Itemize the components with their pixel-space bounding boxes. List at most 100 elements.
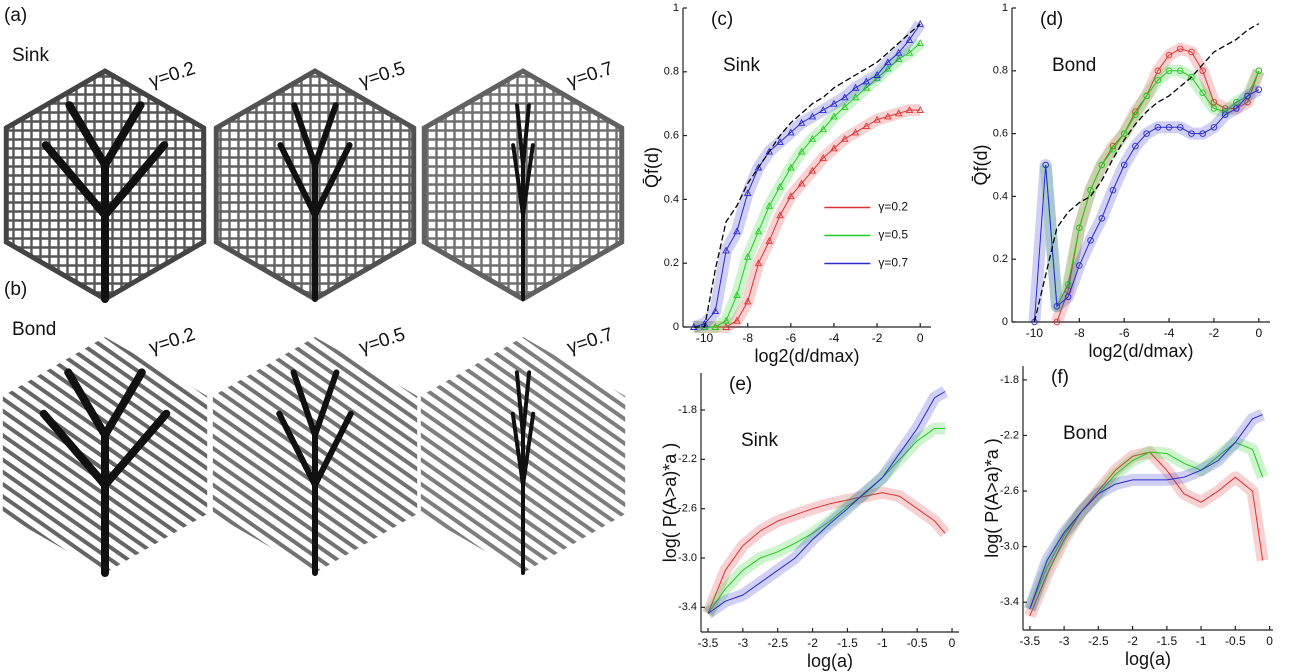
- marker: [819, 125, 827, 133]
- y-tick-label: 1: [1002, 2, 1008, 14]
- x-tick-label: -1: [1196, 634, 1207, 648]
- marker: [808, 166, 817, 174]
- series-line: [1033, 23, 1260, 323]
- x-tick-label: 0: [1266, 634, 1273, 648]
- series-line: [707, 428, 946, 614]
- y-tick-label: 0: [1002, 316, 1008, 328]
- panel-label: (c): [711, 9, 733, 30]
- x-tick-label: -6: [785, 331, 796, 345]
- marker: [916, 39, 924, 47]
- marker: [1210, 98, 1218, 106]
- y-tick-label: -2.6: [1000, 485, 1019, 497]
- series-line: [1033, 89, 1260, 323]
- marker: [873, 115, 881, 123]
- y-tick-label: 0.2: [664, 257, 679, 269]
- marker: [862, 122, 871, 129]
- marker: [1233, 105, 1240, 112]
- marker: [851, 83, 860, 91]
- marker: [765, 147, 774, 155]
- gamma-label: γ=0.5: [357, 58, 408, 93]
- marker: [776, 138, 784, 145]
- network-trunk: [277, 102, 353, 302]
- marker: [1199, 130, 1206, 137]
- annotation: Sink: [741, 430, 778, 451]
- y-tick-label: -3.0: [678, 552, 697, 564]
- marker: [840, 134, 849, 142]
- y-tick-label: 1: [673, 2, 679, 14]
- marker: [797, 147, 806, 155]
- marker: [1143, 130, 1150, 137]
- panel-label: (a): [4, 5, 27, 26]
- marker: [1109, 146, 1117, 153]
- marker: [1154, 76, 1162, 84]
- marker: [1132, 142, 1139, 150]
- x-tick-label: -3.5: [698, 636, 719, 650]
- y-tick-label: -3.4: [1000, 596, 1019, 608]
- y-tick-label: 0.6: [993, 128, 1008, 140]
- y-tick-label: -1.8: [1000, 374, 1019, 386]
- marker: [1098, 161, 1105, 169]
- x-tick-label: 0: [917, 331, 924, 345]
- marker: [1120, 130, 1128, 137]
- marker: [787, 192, 795, 200]
- y-tick-label: 0.8: [664, 66, 679, 78]
- annotation: Sink: [723, 55, 760, 76]
- marker: [1154, 124, 1162, 131]
- marker: [916, 20, 924, 27]
- marker: [743, 297, 752, 305]
- x-tick-label: -8: [1074, 326, 1085, 340]
- x-tick-label: -0.5: [907, 636, 928, 650]
- x-tick-label: -1.5: [1156, 634, 1177, 648]
- x-tick-label: -1: [877, 636, 888, 650]
- marker: [722, 246, 730, 254]
- y-tick-label: 0: [673, 321, 679, 333]
- series-line: [707, 391, 946, 614]
- marker: [797, 118, 806, 126]
- gamma-label: γ=0.2: [147, 324, 198, 359]
- marker: [1177, 45, 1184, 53]
- marker: [1076, 224, 1083, 232]
- marker: [1177, 124, 1184, 131]
- y-tick-label: -2.2: [678, 453, 697, 465]
- x-axis-label: log(a): [807, 651, 853, 671]
- marker: [1053, 318, 1061, 326]
- marker: [819, 153, 827, 161]
- marker: [1188, 130, 1195, 137]
- marker: [1244, 92, 1251, 100]
- panel-label: (f): [1051, 367, 1069, 388]
- marker: [851, 93, 860, 101]
- marker: [862, 83, 871, 91]
- marker: [797, 179, 806, 187]
- marker: [873, 71, 881, 78]
- y-axis-label: log( P(A>a)*a ): [660, 443, 680, 563]
- x-tick-label: -3: [1059, 634, 1070, 648]
- series-line: [693, 109, 921, 328]
- series-line: [707, 492, 946, 614]
- network-trunk: [511, 103, 535, 301]
- marker: [1255, 86, 1263, 93]
- panel-label: (d): [1040, 9, 1063, 30]
- marker: [711, 323, 720, 330]
- marker: [851, 128, 860, 136]
- marker: [1165, 67, 1173, 75]
- y-axis-label: Q̄f(d): [642, 147, 662, 188]
- network-trunk: [276, 369, 354, 576]
- x-tick-label: -3: [738, 636, 749, 650]
- marker: [1064, 281, 1072, 288]
- x-tick-label: -3.5: [1020, 634, 1041, 648]
- marker: [1087, 237, 1094, 244]
- marker: [1154, 67, 1162, 75]
- marker: [862, 77, 871, 85]
- x-tick-label: -2: [872, 331, 883, 345]
- marker: [776, 211, 784, 219]
- x-axis-label: log(a): [1125, 649, 1171, 669]
- x-tick-label: -2: [1209, 326, 1220, 340]
- marker: [733, 227, 741, 235]
- marker: [840, 93, 849, 101]
- marker: [894, 109, 903, 117]
- y-tick-label: 0.2: [993, 253, 1008, 265]
- annotation: Bond: [1052, 55, 1096, 76]
- series-line: [693, 42, 921, 328]
- y-tick-label: -1.8: [678, 404, 697, 416]
- marker: [1165, 51, 1173, 59]
